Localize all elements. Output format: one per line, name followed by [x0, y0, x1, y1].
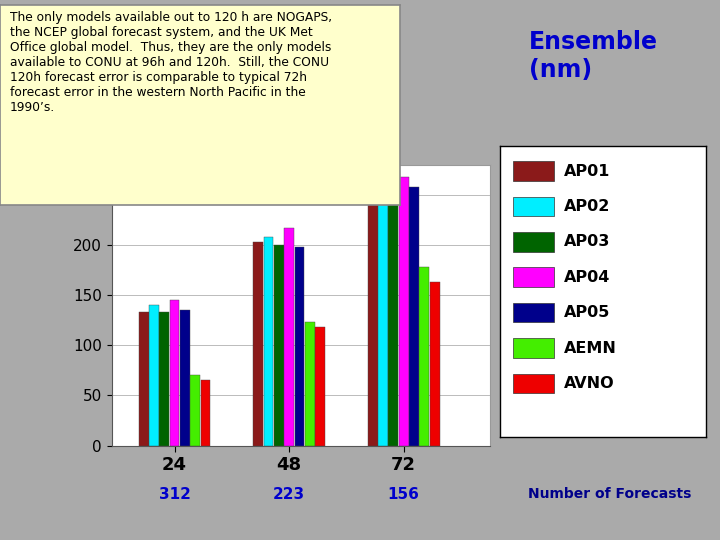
Bar [513, 374, 554, 393]
Bar [294, 247, 305, 446]
Bar [149, 305, 159, 446]
Bar [430, 282, 439, 446]
Bar [399, 177, 408, 446]
Text: Number of Forecasts: Number of Forecasts [528, 487, 691, 501]
Text: AVNO: AVNO [564, 376, 615, 391]
Text: 156: 156 [388, 487, 420, 502]
Bar [190, 375, 200, 445]
Bar [513, 338, 554, 358]
Text: AP02: AP02 [564, 199, 611, 214]
Text: AP03: AP03 [564, 234, 611, 249]
Text: 312: 312 [158, 487, 191, 502]
Bar [378, 182, 388, 446]
Bar [159, 312, 169, 446]
Bar [201, 380, 210, 446]
Bar [513, 197, 554, 216]
Bar [513, 161, 554, 181]
Text: 223: 223 [273, 487, 305, 502]
Bar [180, 310, 190, 446]
Bar [513, 303, 554, 322]
Bar [274, 245, 284, 446]
Bar [420, 267, 429, 446]
Bar [170, 300, 179, 446]
Text: The only models available out to 120 h are NOGAPS,
the NCEP global forecast syst: The only models available out to 120 h a… [10, 11, 332, 114]
Bar [389, 175, 398, 446]
Bar [368, 198, 378, 446]
Bar [264, 237, 274, 446]
Bar [253, 242, 263, 446]
Bar [315, 327, 325, 446]
Text: AP05: AP05 [564, 305, 611, 320]
Text: AEMN: AEMN [564, 341, 617, 355]
Bar [409, 187, 419, 445]
Bar [513, 267, 554, 287]
Text: AP01: AP01 [564, 164, 611, 179]
Bar [305, 322, 315, 446]
Bar [284, 228, 294, 446]
Bar [513, 232, 554, 252]
Text: Ensemble
(nm): Ensemble (nm) [529, 30, 658, 82]
Bar [139, 312, 148, 446]
Text: AP04: AP04 [564, 269, 611, 285]
